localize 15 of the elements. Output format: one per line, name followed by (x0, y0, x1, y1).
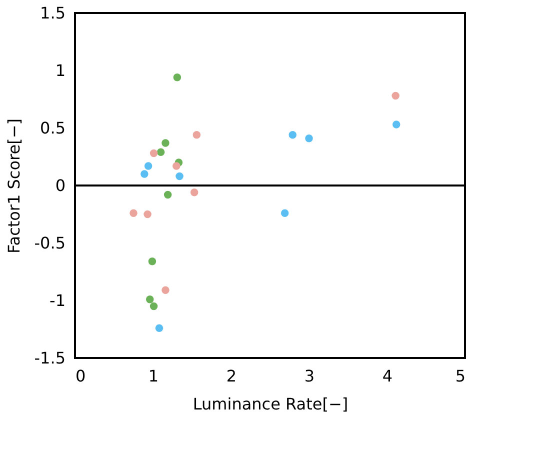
x-tick-label: 0 (76, 366, 86, 386)
x-tick-label: 4 (382, 366, 393, 386)
y-tick-label: -0.5 (34, 234, 66, 252)
x-axis-title: Luminance Rate[−] (192, 394, 348, 414)
x-tick-label: 2 (226, 366, 237, 386)
y-tick-label: 1.5 (40, 4, 66, 22)
y-tick-label: -1.5 (34, 348, 66, 368)
x-tick-label: 3 (304, 366, 315, 386)
y-tick-label: 1 (55, 61, 66, 80)
y-axis-title: Factor1 Score[−] (4, 118, 24, 254)
x-tick-label: 1 (148, 366, 159, 386)
y-tick-label: -1 (50, 291, 66, 310)
y-tick-label: 0.5 (40, 118, 66, 138)
y-tick-label: 0 (55, 176, 66, 195)
x-tick-label: 5 (455, 366, 466, 386)
